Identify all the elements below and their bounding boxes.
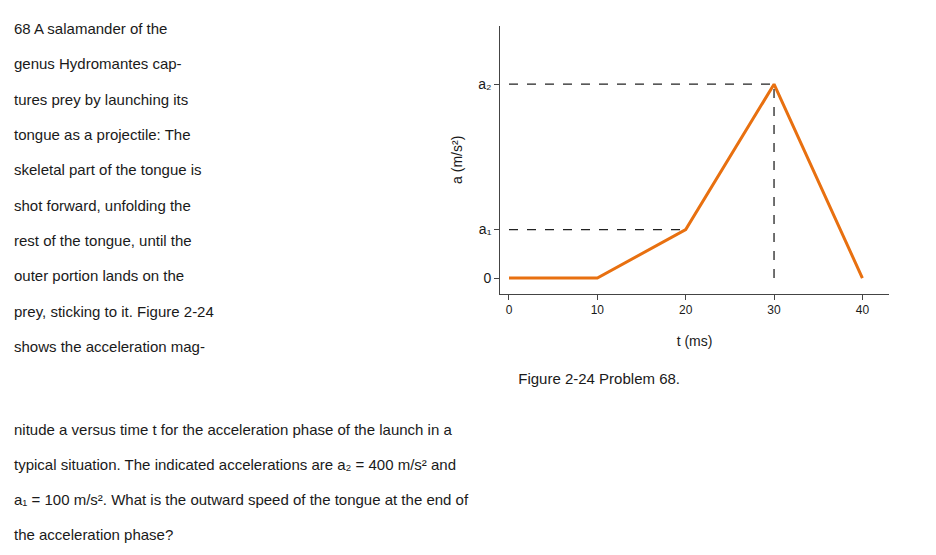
svg-text:genus Hydromantes cap-: genus Hydromantes cap- bbox=[14, 55, 182, 72]
svg-text:tongue as a projectile: The: tongue as a projectile: The bbox=[14, 126, 191, 143]
svg-text:rest of the tongue, until the: rest of the tongue, until the bbox=[14, 232, 192, 249]
svg-text:nitude a versus time t for the: nitude a versus time t for the accelerat… bbox=[14, 421, 452, 438]
svg-text:10: 10 bbox=[591, 303, 605, 317]
svg-text:a₁: a₁ bbox=[479, 221, 492, 237]
svg-text:0: 0 bbox=[484, 270, 492, 286]
svg-text:20: 20 bbox=[679, 303, 693, 317]
svg-text:prey, sticking to it. Figure 2: prey, sticking to it. Figure 2-24 bbox=[14, 303, 214, 320]
svg-text:skeletal part of the tongue is: skeletal part of the tongue is bbox=[14, 161, 202, 178]
svg-text:68 A salamander of the: 68 A salamander of the bbox=[14, 20, 167, 37]
svg-text:Figure 2-24 Problem 68.: Figure 2-24 Problem 68. bbox=[518, 370, 680, 387]
svg-text:a₁ = 100 m/s². What is the out: a₁ = 100 m/s². What is the outward speed… bbox=[14, 491, 469, 508]
svg-text:typical situation. The indicat: typical situation. The indicated acceler… bbox=[14, 456, 456, 473]
svg-text:40: 40 bbox=[856, 303, 870, 317]
svg-text:0: 0 bbox=[506, 303, 513, 317]
svg-text:t (ms): t (ms) bbox=[677, 333, 713, 349]
svg-text:30: 30 bbox=[767, 303, 781, 317]
svg-text:outer portion lands on the: outer portion lands on the bbox=[14, 267, 184, 284]
svg-text:shot forward, unfolding the: shot forward, unfolding the bbox=[14, 197, 191, 214]
svg-text:shows the acceleration mag-: shows the acceleration mag- bbox=[14, 338, 205, 355]
svg-text:tures prey by launching its: tures prey by launching its bbox=[14, 91, 188, 108]
svg-text:a₂: a₂ bbox=[478, 76, 491, 92]
svg-text:a (m/s²): a (m/s²) bbox=[449, 136, 465, 184]
svg-text:the acceleration phase?: the acceleration phase? bbox=[14, 526, 173, 543]
